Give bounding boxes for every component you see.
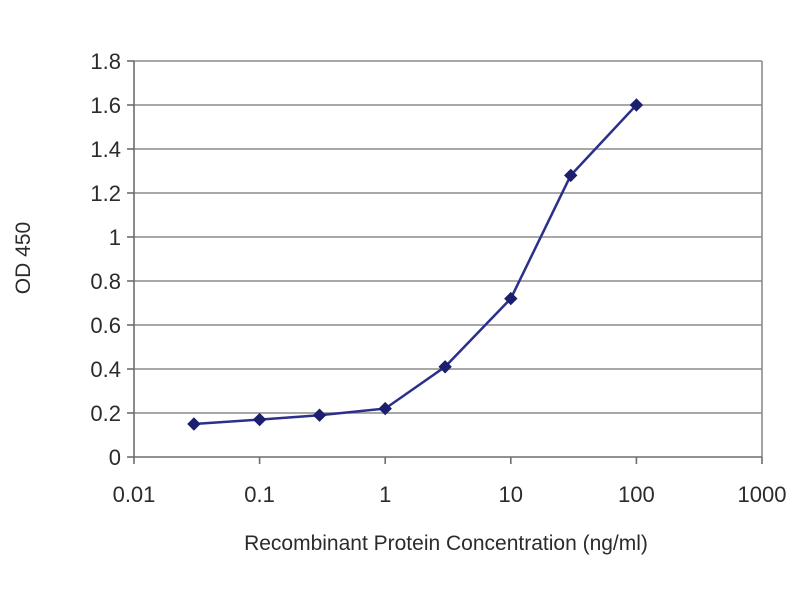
data-point-1 bbox=[252, 412, 267, 427]
x-tick-label: 100 bbox=[618, 482, 655, 507]
data-point-3 bbox=[378, 401, 392, 416]
data-point-4 bbox=[438, 360, 452, 374]
y-tick-label: 0.6 bbox=[90, 313, 121, 338]
y-tick-label: 1.2 bbox=[90, 181, 121, 206]
y-tick-label: 1 bbox=[109, 225, 121, 250]
y-tick-label: 1.6 bbox=[90, 93, 121, 118]
y-tick-label: 1.8 bbox=[90, 49, 121, 74]
y-tick-label: 0.4 bbox=[90, 357, 121, 382]
series-group bbox=[187, 98, 644, 431]
data-point-6 bbox=[564, 168, 578, 183]
data-point-0 bbox=[187, 417, 201, 431]
x-tick-label: 1000 bbox=[738, 482, 787, 507]
x-tick-label: 0.1 bbox=[244, 482, 275, 507]
x-axis-title: Recombinant Protein Concentration (ng/ml… bbox=[244, 532, 648, 555]
x-tick-label: 1 bbox=[379, 482, 391, 507]
series-line-0 bbox=[193, 104, 638, 426]
x-tick-label: 10 bbox=[499, 482, 523, 507]
gridlines bbox=[134, 60, 763, 457]
y-axis-ticks: 0 0.2 0.4 0.6 0.8 1 1.2 1.4 1.6 1.8 bbox=[90, 49, 134, 470]
data-point-7 bbox=[629, 98, 644, 112]
y-tick-label: 0 bbox=[109, 445, 121, 470]
x-axis-ticks: 0.01 0.1 1 10 100 1000 bbox=[113, 457, 787, 507]
y-tick-label: 1.4 bbox=[90, 137, 121, 162]
y-tick-label: 0.8 bbox=[90, 269, 121, 294]
axes bbox=[133, 61, 762, 458]
y-axis-title: OD 450 bbox=[12, 222, 35, 294]
data-point-2 bbox=[312, 408, 327, 422]
data-point-5 bbox=[504, 291, 518, 306]
x-tick-label: 0.01 bbox=[113, 482, 156, 507]
y-tick-label: 0.2 bbox=[90, 401, 121, 426]
